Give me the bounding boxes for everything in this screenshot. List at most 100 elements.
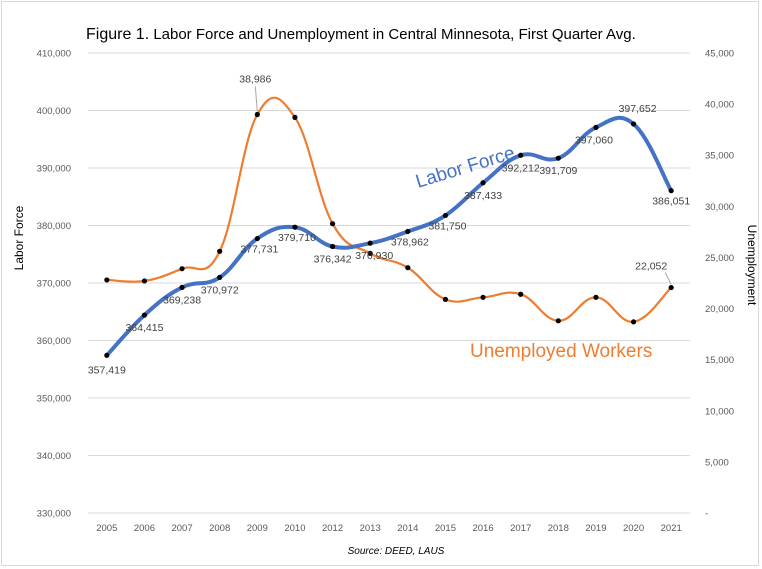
labor-force-data-label: 357,419 <box>88 364 126 376</box>
labor-force-point <box>405 228 411 235</box>
unemployed-point <box>254 111 260 118</box>
unemployed-point <box>668 284 674 291</box>
chart-source: Source: DEED, LAUS <box>348 546 445 557</box>
labor-force-data-label: 397,652 <box>619 103 657 115</box>
leader-line <box>664 272 672 285</box>
labor-force-data-label: 386,051 <box>652 196 690 208</box>
x-tick-label: 2010 <box>284 523 305 534</box>
labor-force-line <box>104 115 674 358</box>
labor-force-data-label: 379,710 <box>278 232 316 244</box>
unemployed-point <box>141 278 148 284</box>
unemployed-point <box>217 248 223 254</box>
left-tick-label: 370,000 <box>37 279 71 290</box>
labor-force-point <box>593 124 599 131</box>
unemployed-data-label: 22,052 <box>635 261 667 273</box>
labor-force-point <box>141 312 148 318</box>
unemployed-point <box>329 221 336 227</box>
unemployed-point <box>292 114 298 120</box>
labor-force-data-label: 392,212 <box>502 162 540 174</box>
x-tick-label: 2018 <box>548 523 569 534</box>
x-tick-label: 2015 <box>435 523 456 534</box>
left-tick-label: 330,000 <box>37 509 71 520</box>
figure-number: Figure 1. <box>86 26 150 43</box>
labor-force-point <box>254 235 260 242</box>
leader-line <box>254 86 258 112</box>
left-tick-label: 360,000 <box>37 336 71 347</box>
unemployed-point <box>555 318 561 324</box>
right-axis-title: Unemployment <box>745 225 759 306</box>
x-tick-label: 2008 <box>209 523 230 534</box>
right-axis-ticks: - 5,000 10,000 15,000 20,000 25,000 30,000 35,0… <box>705 49 734 520</box>
x-tick-label: 2020 <box>623 523 644 534</box>
unemployed-point <box>442 296 449 302</box>
left-tick-label: 390,000 <box>37 164 71 175</box>
left-tick-label: 380,000 <box>37 221 71 232</box>
left-tick-label: 340,000 <box>37 451 71 462</box>
labor-force-point <box>179 284 185 290</box>
labor-force-data-label: 397,060 <box>575 134 613 146</box>
x-tick-label: 2009 <box>247 523 268 534</box>
right-tick-label: 15,000 <box>705 355 734 366</box>
x-tick-label: 2019 <box>585 523 606 534</box>
unemployed-annotation: Unemployed Workers <box>470 341 652 362</box>
unemployed-data-label: 38,986 <box>239 73 271 85</box>
x-tick-label: 2005 <box>96 523 117 534</box>
right-tick-label: 45,000 <box>705 49 734 60</box>
labor-force-data-label: 387,433 <box>464 190 502 202</box>
x-tick-label: 2014 <box>397 523 418 534</box>
right-tick-label: 25,000 <box>705 253 734 264</box>
left-axis-title: Labor Force <box>12 205 26 270</box>
labor-force-point <box>518 152 524 158</box>
labor-force-point <box>668 188 674 194</box>
right-tick-label: 10,000 <box>705 406 734 417</box>
unemployed-point <box>480 294 486 300</box>
right-tick-label: 20,000 <box>705 304 734 315</box>
unemployed-point <box>405 265 411 271</box>
labor-force-data-label: 391,709 <box>539 165 577 177</box>
right-tick-label: 40,000 <box>705 100 734 111</box>
right-tick-label: 30,000 <box>705 202 734 213</box>
labor-force-point <box>104 352 110 358</box>
chart-title: Figure 1. Labor Force and Unemployment i… <box>86 26 636 44</box>
labor-force-data-label: 369,238 <box>163 294 201 306</box>
unemployed-point <box>518 291 524 297</box>
x-tick-label: 2007 <box>171 523 192 534</box>
labor-force-point <box>480 180 486 186</box>
unemployed-point <box>179 266 185 272</box>
labor-force-point <box>367 240 373 246</box>
unemployed-point <box>593 294 599 300</box>
labor-force-data-label: 364,415 <box>125 322 163 334</box>
unemployed-point <box>367 250 373 256</box>
x-tick-label: 2021 <box>661 523 682 534</box>
right-tick-label: 35,000 <box>705 151 734 162</box>
x-tick-label: 2006 <box>134 523 155 534</box>
right-tick-label: - <box>705 509 708 520</box>
labor-force-point <box>555 155 561 161</box>
title-text: Labor Force and Unemployment in Central … <box>153 26 636 43</box>
x-axis-ticks: 2005 2006 2007 2008 2009 2010 2012 2013 2014 2015… <box>96 523 682 534</box>
labor-force-point <box>217 274 223 281</box>
unemployed-point <box>104 277 110 283</box>
labor-force-data-label: 376,342 <box>314 254 352 266</box>
labor-force-point <box>630 121 637 127</box>
labor-force-data-label: 377,731 <box>240 244 278 256</box>
left-tick-label: 410,000 <box>37 49 71 60</box>
series-group <box>104 96 674 358</box>
labor-force-data-label: 378,962 <box>391 236 429 248</box>
labor-force-data-label: 370,972 <box>201 284 239 296</box>
x-tick-label: 2016 <box>472 523 493 534</box>
x-tick-label: 2017 <box>510 523 531 534</box>
x-tick-label: 2012 <box>322 523 343 534</box>
labor-force-point <box>292 224 298 230</box>
labor-force-data-label: 381,750 <box>428 220 466 232</box>
unemployed-point <box>630 319 637 325</box>
labor-force-point <box>442 212 449 219</box>
left-tick-label: 350,000 <box>37 394 71 405</box>
right-tick-label: 5,000 <box>705 457 729 468</box>
labor-force-data-label: 376,930 <box>355 250 393 262</box>
gridlines <box>88 52 690 514</box>
labor-force-point <box>329 243 336 250</box>
left-axis-ticks: 330,000 340,000 350,000 360,000 370,000 380,0… <box>37 49 71 520</box>
